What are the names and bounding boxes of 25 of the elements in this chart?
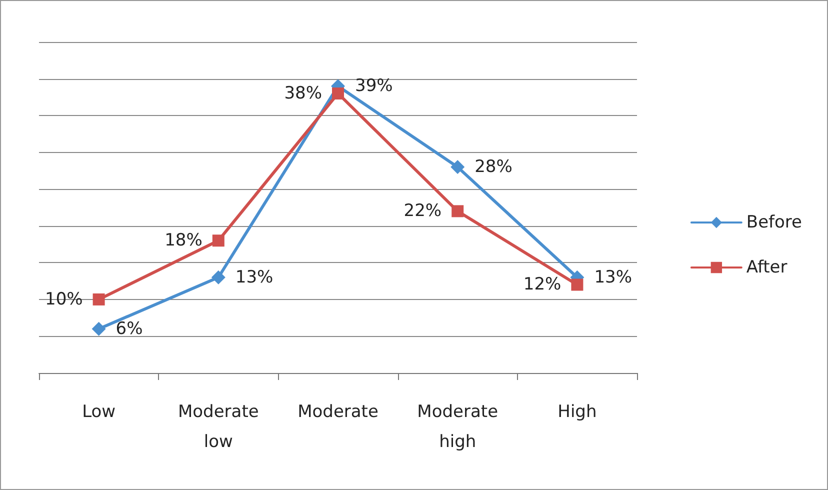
data-label: 38% [284,83,322,104]
point [452,205,464,218]
point [92,322,106,336]
legend-label: After [746,258,788,278]
data-label: 28% [474,157,512,178]
point [211,270,226,284]
x-tick-label: Moderate low [178,402,259,452]
data-label: 22% [404,201,442,222]
legend-label: Before [746,212,802,232]
data-label: 13% [235,267,274,288]
x-tick-label: Moderate high [417,402,498,452]
data-label: 39% [355,76,393,96]
point [450,160,465,174]
x-tick-label: High [558,402,597,422]
point [571,278,584,291]
data-label: 12% [523,274,562,295]
point [332,87,344,100]
x-tick-label: Moderate [298,402,378,422]
x-tick-label: Low [82,402,116,422]
point [92,293,105,306]
data-label: 10% [45,289,83,310]
data-label: 13% [594,267,632,288]
point [212,234,224,247]
data-label: 6% [116,318,143,339]
data-label: 18% [164,230,202,251]
